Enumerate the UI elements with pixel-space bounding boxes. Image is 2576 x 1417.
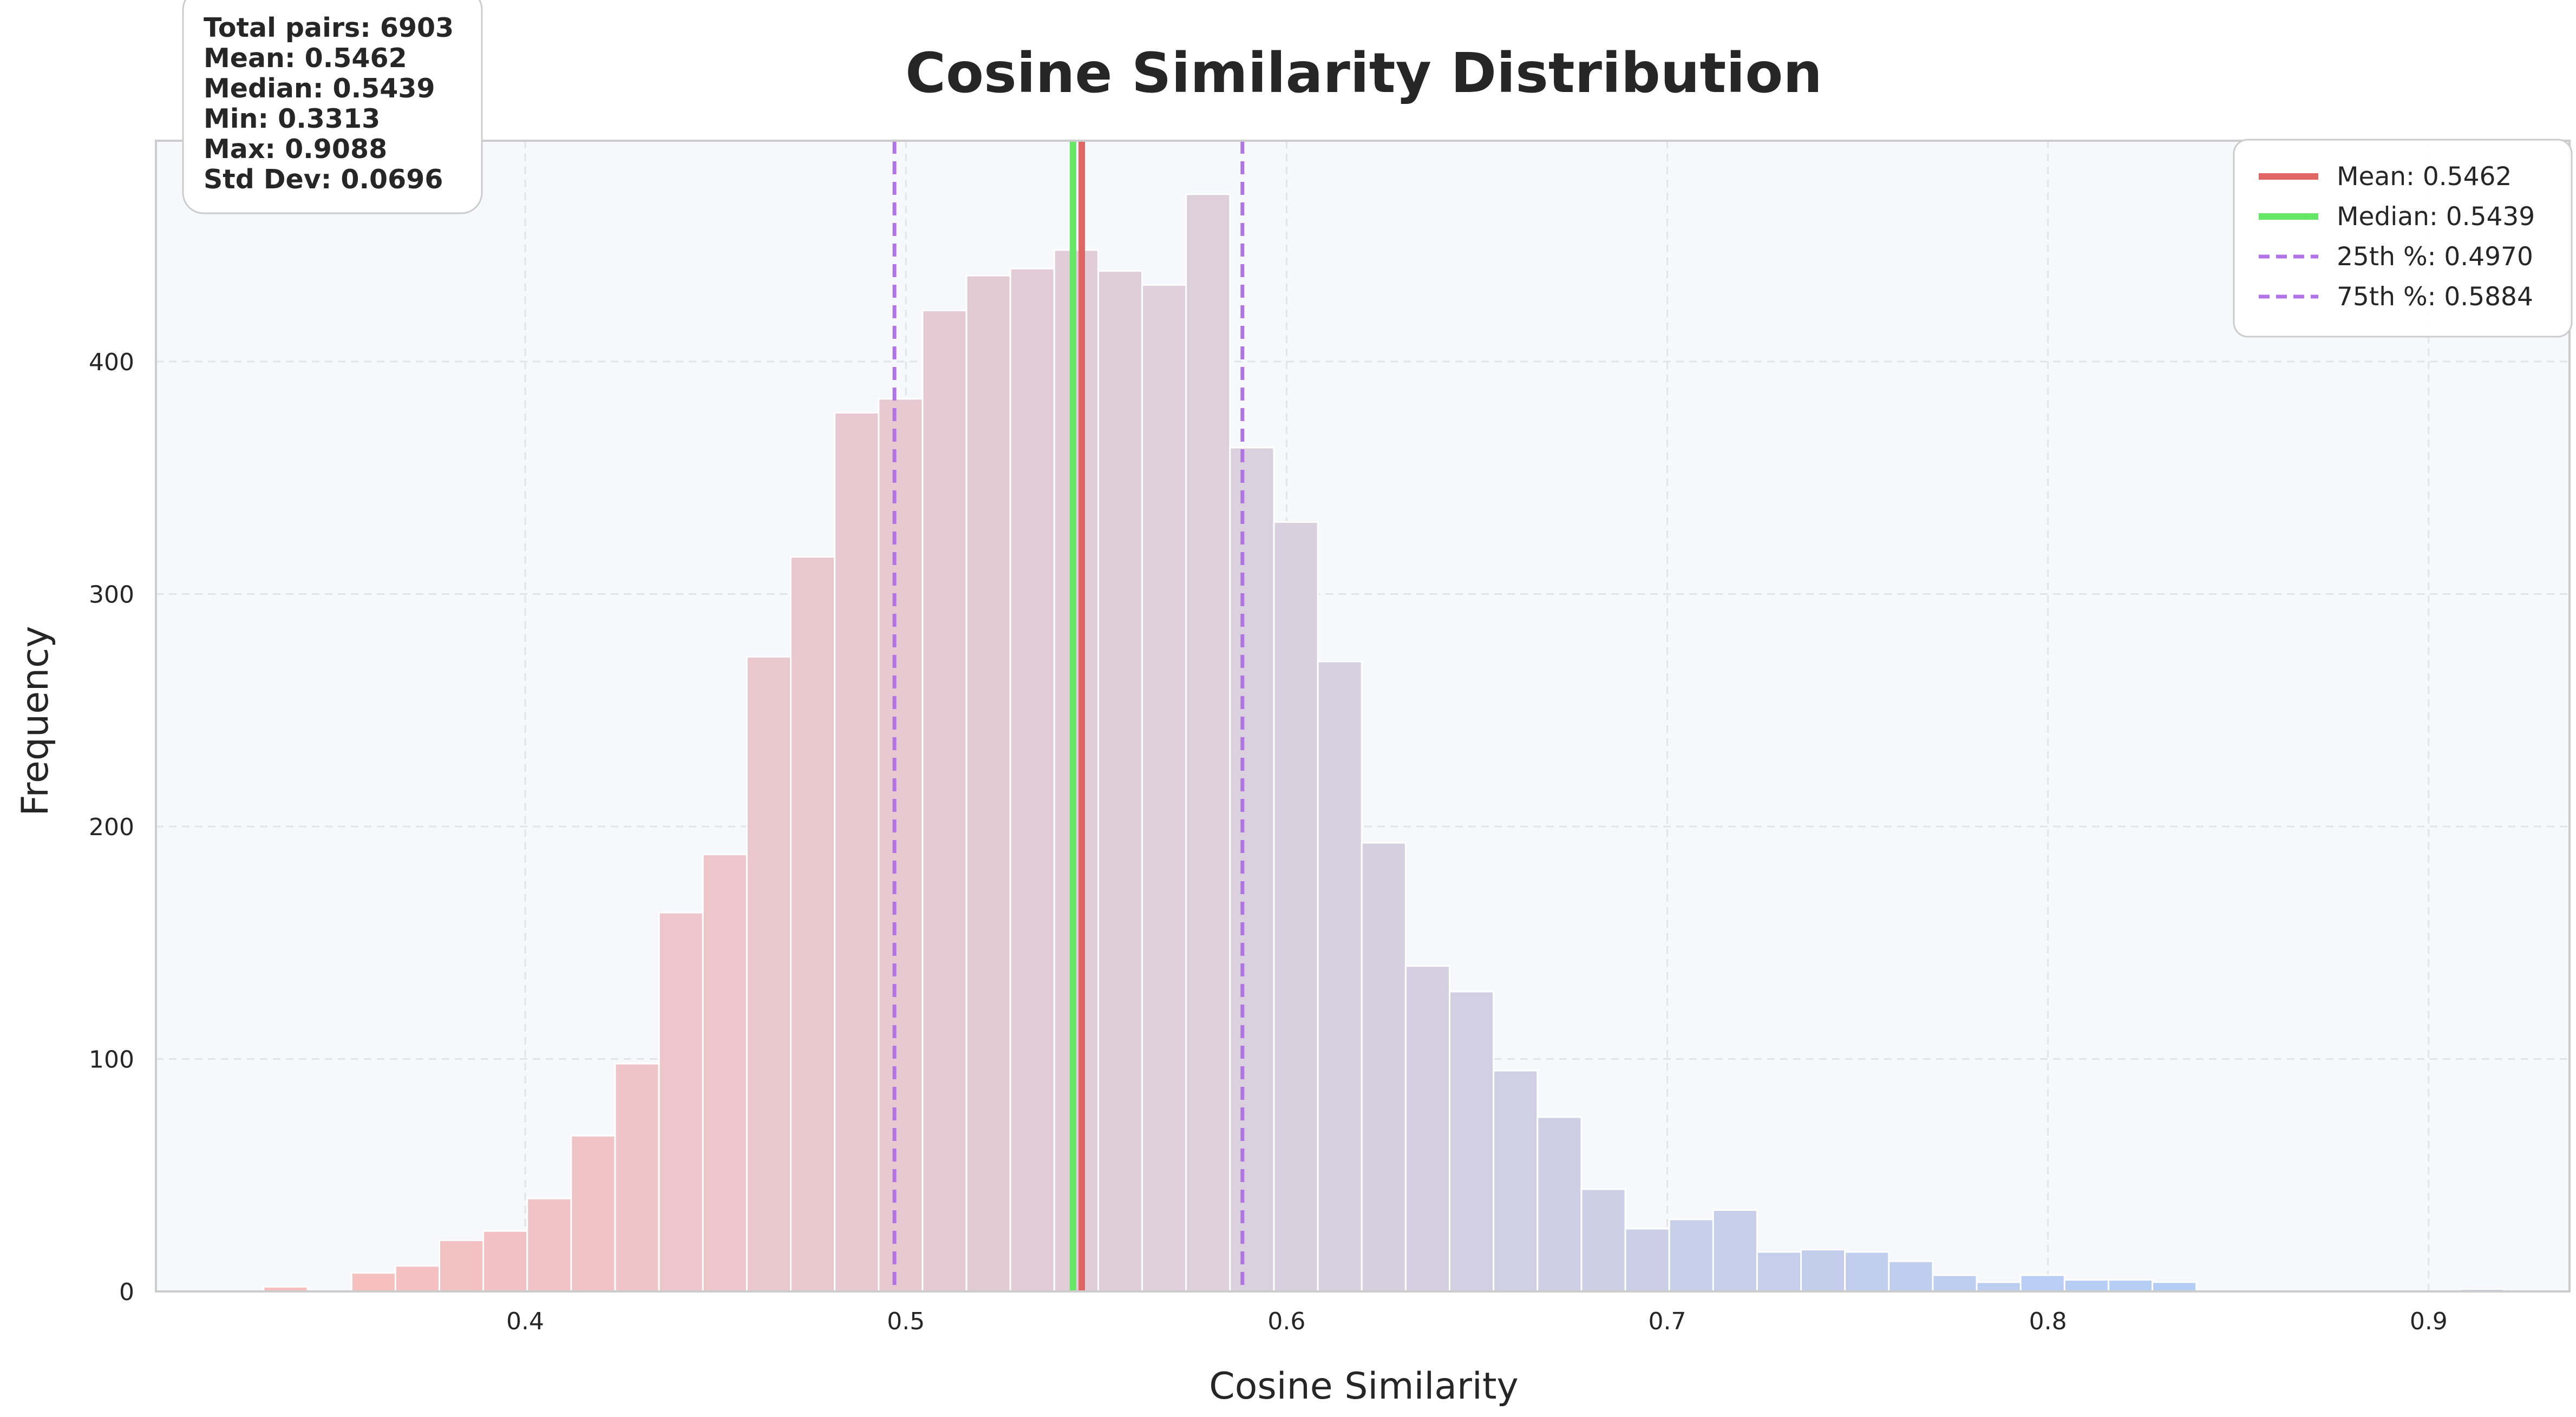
histogram-bar [1624,1228,1670,1293]
histogram-bar [394,1265,441,1293]
y-tick-label: 200 [89,814,134,841]
histogram-bar [1097,270,1143,1293]
legend-box [2233,139,2573,338]
stats-line: Median: 0.5439 [204,73,435,104]
histogram-bar [965,274,1011,1293]
histogram-bar [834,412,880,1293]
histogram-bar [1361,842,1407,1293]
histogram-bar [1273,521,1319,1293]
stats-line: Total pairs: 6903 [204,12,454,43]
histogram-bar [1712,1209,1758,1293]
x-tick-label: 0.7 [1649,1308,1686,1335]
histogram-bar [2107,1279,2154,1293]
legend-label: 75th %: 0.5884 [2337,282,2533,312]
histogram-bar [482,1230,528,1293]
plot-frame [155,140,2571,1293]
x-tick-label: 0.9 [2410,1308,2448,1335]
stats-line: Std Dev: 0.0696 [204,164,443,195]
reference-lines [892,141,1245,1291]
stats-line: Min: 0.3313 [204,103,380,134]
histogram-bars [263,193,2505,1293]
histogram-bar [1009,267,1055,1293]
y-tick-label: 0 [119,1278,134,1306]
histogram-bar [878,398,924,1293]
histogram-bar [1800,1249,1846,1293]
stats-line: Mean: 0.5462 [204,43,407,74]
histogram-bar [702,854,748,1293]
legend-label: 25th %: 0.4970 [2337,242,2533,272]
x-tick-label: 0.8 [2029,1308,2067,1335]
histogram-bar [439,1239,485,1293]
histogram-bar [1844,1251,1890,1293]
histogram-bar [1493,1070,1539,1293]
histogram-bar [1756,1251,1802,1293]
histogram-bar [2063,1279,2109,1293]
y-tick-label: 300 [89,581,134,609]
histogram-bar [614,1062,660,1293]
x-tick-label: 0.6 [1267,1308,1305,1335]
y-tick-label: 100 [89,1046,134,1074]
legend-label: Median: 0.5439 [2337,202,2535,232]
y-axis-label: Frequency [14,626,57,816]
histogram-bar [526,1197,572,1293]
histogram-bar [790,556,836,1293]
histogram-bar [350,1272,396,1293]
x-axis-label: Cosine Similarity [1209,1365,1518,1408]
histogram-bar [746,655,792,1293]
x-tick-label: 0.5 [887,1308,925,1335]
stats-box-frame [182,0,483,214]
histogram-bar [1976,1281,2022,1293]
y-tick-label: 400 [89,349,134,376]
legend: Mean: 0.5462 Median: 0.5439 25th %: 0.4970… [2233,139,2573,338]
histogram-bar [570,1134,616,1293]
histogram-bar [921,310,967,1293]
histogram-bar [1141,284,1187,1293]
histogram-bar [1317,660,1363,1293]
histogram-bar [1932,1274,1978,1293]
histogram-bar [1185,193,1231,1293]
histogram-bar [1404,965,1451,1293]
histogram-bar [1537,1116,1583,1293]
stats-line: Max: 0.9088 [204,134,387,165]
legend-label: Mean: 0.5462 [2337,162,2512,192]
histogram-bar [658,911,704,1293]
y-axis-ticks: 0 100 200 300 400 [89,349,134,1306]
histogram-bar [1668,1218,1714,1293]
histogram-bar [2152,1281,2198,1293]
histogram-bar [1449,990,1495,1293]
histogram-bar [2019,1274,2065,1293]
chart-title: Cosine Similarity Distribution [905,41,1822,106]
x-axis-ticks: 0.4 0.5 0.6 0.7 0.8 0.9 [506,1308,2448,1335]
histogram-bar [1888,1260,1934,1293]
histogram-bar [1580,1188,1626,1293]
histogram-bar [1229,447,1275,1293]
x-tick-label: 0.4 [506,1308,544,1335]
